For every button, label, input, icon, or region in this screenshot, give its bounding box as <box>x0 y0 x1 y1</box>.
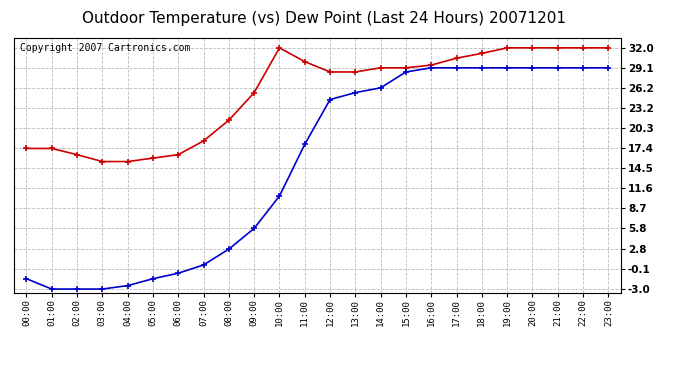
Text: Copyright 2007 Cartronics.com: Copyright 2007 Cartronics.com <box>20 43 190 52</box>
Text: Outdoor Temperature (vs) Dew Point (Last 24 Hours) 20071201: Outdoor Temperature (vs) Dew Point (Last… <box>82 11 566 26</box>
